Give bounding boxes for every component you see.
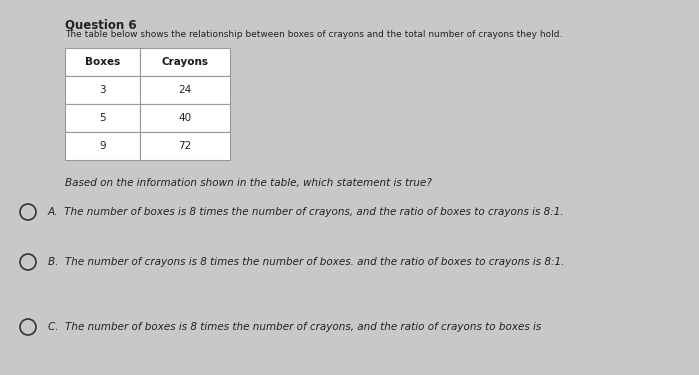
Bar (140, 104, 230, 132)
Text: 24: 24 (178, 85, 192, 95)
Bar (140, 76, 230, 104)
Text: Boxes: Boxes (85, 57, 120, 67)
Text: The table below shows the relationship between boxes of crayons and the total nu: The table below shows the relationship b… (65, 30, 563, 39)
Bar (65, 48, 140, 76)
Text: B.  The number of crayons is 8 times the number of boxes. and the ratio of boxes: B. The number of crayons is 8 times the … (48, 257, 564, 267)
Text: 72: 72 (178, 141, 192, 151)
Text: 5: 5 (99, 113, 106, 123)
Bar (65, 104, 140, 132)
Text: 9: 9 (99, 141, 106, 151)
Bar (65, 132, 140, 160)
Text: Question 6: Question 6 (65, 18, 136, 31)
Text: A.  The number of boxes is 8 times the number of crayons, and the ratio of boxes: A. The number of boxes is 8 times the nu… (48, 207, 565, 217)
Bar (65, 76, 140, 104)
Text: 3: 3 (99, 85, 106, 95)
Bar (140, 48, 230, 76)
Text: C.  The number of boxes is 8 times the number of crayons, and the ratio of crayo: C. The number of boxes is 8 times the nu… (48, 322, 541, 332)
Text: Based on the information shown in the table, which statement is true?: Based on the information shown in the ta… (65, 178, 432, 188)
Text: Crayons: Crayons (161, 57, 208, 67)
Bar (140, 132, 230, 160)
Text: 40: 40 (178, 113, 192, 123)
